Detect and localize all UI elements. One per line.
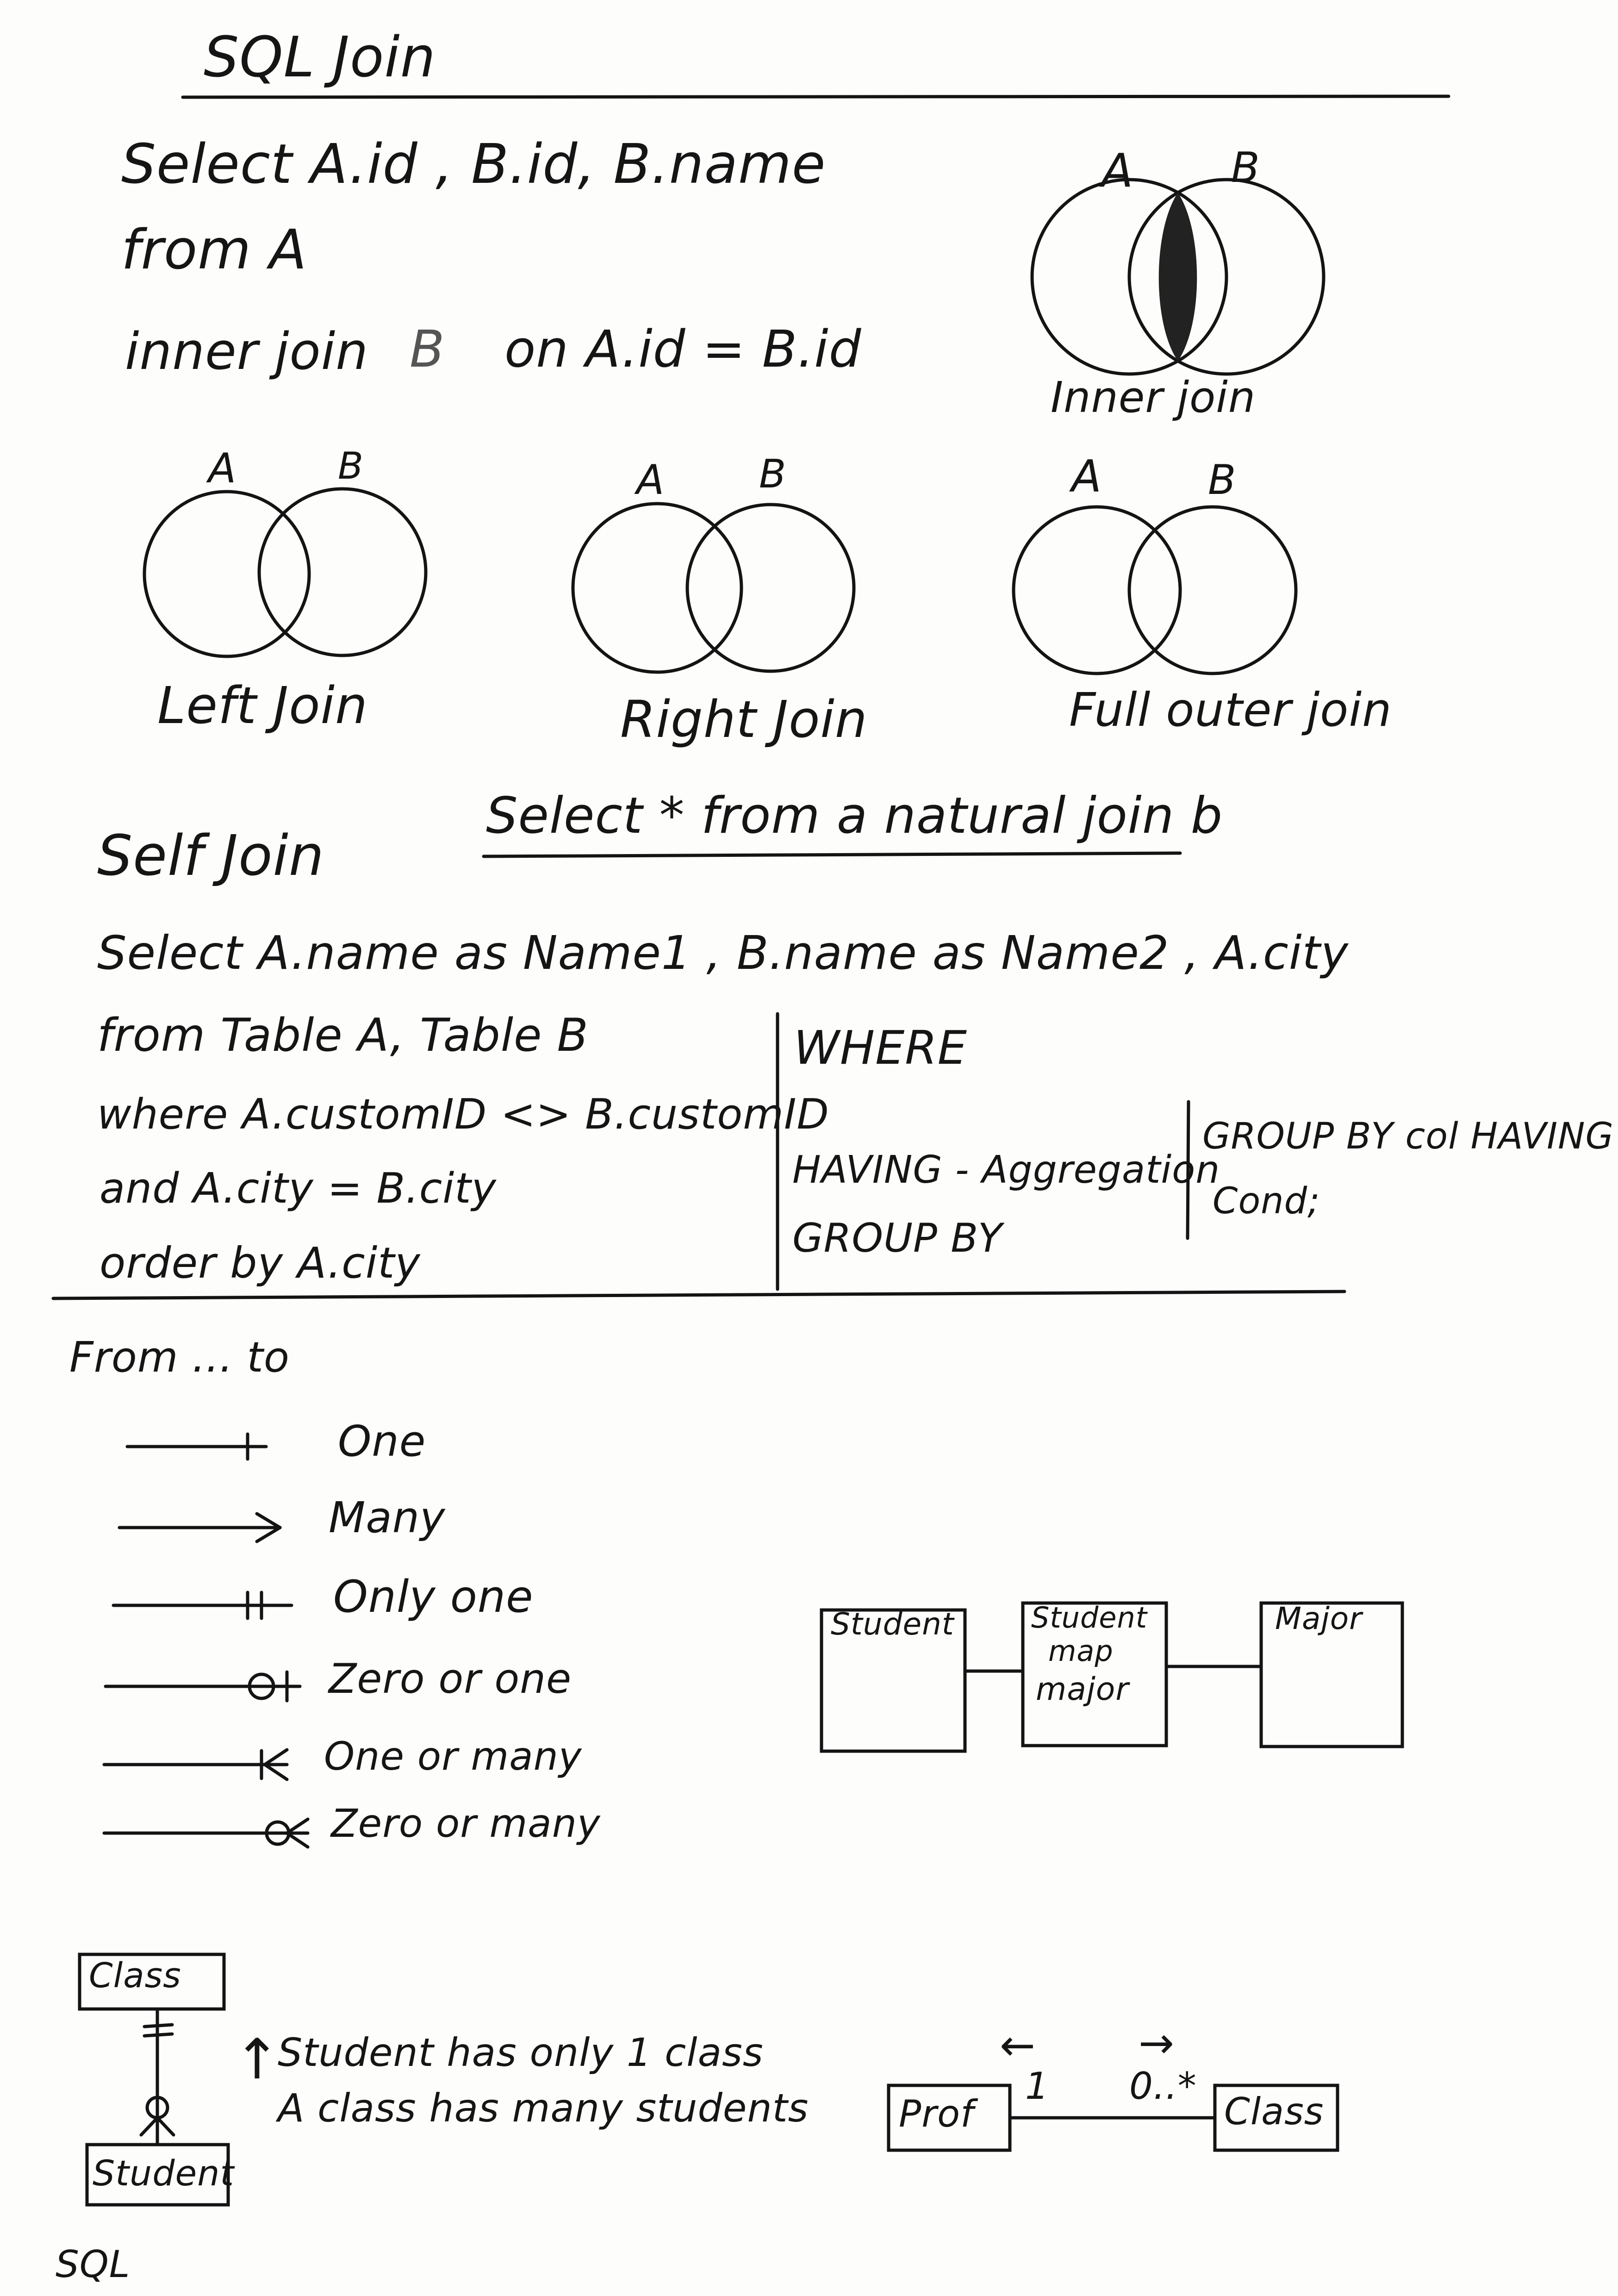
inner-query-line-3b: B bbox=[410, 319, 445, 379]
page-title: SQL Join bbox=[204, 25, 436, 90]
self-join-line-4: and A.city = B.city bbox=[100, 1164, 497, 1213]
inner-query-line-3a: inner join bbox=[125, 322, 369, 381]
venn-full-label: Full outer join bbox=[1069, 683, 1392, 737]
notation-one-or-many: One or many bbox=[324, 1734, 582, 1779]
notation-zero-or-many: Zero or many bbox=[331, 1801, 601, 1846]
cond-label: Cond; bbox=[1213, 1180, 1320, 1222]
inner-overlap-fill bbox=[1158, 193, 1197, 361]
inner-query-line-1: Select A.id , B.id, B.name bbox=[121, 132, 826, 196]
self-join-line-1: Select A.name as Name1 , B.name as Name2… bbox=[97, 926, 1349, 980]
mapping-boxes bbox=[820, 1601, 1404, 1753]
page-footer: SQL bbox=[56, 2243, 131, 2286]
natural-join-query: Select * from a natural join b bbox=[486, 787, 1223, 845]
multiplicity-zero-many: 0..* bbox=[1129, 2065, 1197, 2108]
notation-one: One bbox=[338, 1416, 426, 1466]
class-box-label-2: Class bbox=[1224, 2090, 1324, 2133]
natural-join-underline bbox=[482, 851, 1182, 858]
venn-left-label: Left Join bbox=[157, 676, 368, 735]
map-box-label-2: map bbox=[1048, 1634, 1114, 1668]
venn-inner-a: A bbox=[1101, 144, 1134, 198]
map-box-label-3: major bbox=[1036, 1671, 1129, 1708]
class-note-2: A class has many students bbox=[278, 2085, 809, 2131]
self-join-line-2: from Table A, Table B bbox=[97, 1009, 589, 1062]
class-student-diagram bbox=[78, 1953, 230, 2207]
venn-full-a: A bbox=[1071, 451, 1102, 502]
title-underline bbox=[181, 94, 1450, 99]
notation-many: Many bbox=[329, 1493, 446, 1542]
major-box-label: Major bbox=[1275, 1601, 1363, 1636]
venn-right-b: B bbox=[759, 451, 787, 497]
notation-symbols bbox=[102, 1432, 310, 1849]
venn-right-label: Right Join bbox=[620, 690, 868, 749]
self-join-bottom-rule bbox=[51, 1290, 1346, 1300]
self-join-heading: Self Join bbox=[97, 824, 324, 888]
notation-zero-or-one: Zero or one bbox=[329, 1655, 572, 1703]
venn-inner bbox=[1030, 178, 1326, 376]
left-arrow-icon: ← bbox=[1000, 2021, 1036, 2070]
venn-left bbox=[143, 487, 428, 658]
having-divider bbox=[1186, 1100, 1190, 1240]
prof-class-diagram bbox=[887, 2084, 1339, 2152]
student-box-label-2: Student bbox=[93, 2152, 235, 2194]
right-arrow-icon: → bbox=[1139, 2018, 1175, 2068]
student-box-label: Student bbox=[831, 1606, 954, 1642]
inner-query-line-2: from A bbox=[121, 218, 307, 281]
venn-right bbox=[571, 502, 856, 674]
group-by-having-label: GROUP BY col HAVING bbox=[1202, 1116, 1614, 1157]
venn-inner-label: Inner join bbox=[1051, 373, 1256, 422]
where-label: WHERE bbox=[794, 1021, 967, 1075]
map-box-label-1: Student bbox=[1031, 1601, 1148, 1635]
multiplicity-one: 1 bbox=[1025, 2065, 1049, 2108]
class-note-1: Student has only 1 class bbox=[278, 2030, 764, 2075]
class-box-label: Class bbox=[89, 1956, 181, 1996]
venn-right-a: A bbox=[636, 456, 665, 504]
venn-full bbox=[1012, 505, 1298, 675]
self-join-line-5: order by A.city bbox=[100, 1238, 421, 1288]
venn-left-b: B bbox=[338, 444, 364, 487]
venn-full-b: B bbox=[1208, 456, 1237, 504]
notation-heading: From ... to bbox=[69, 1333, 290, 1382]
group-by-label: GROUP BY bbox=[792, 1215, 1003, 1261]
notation-only-one: Only one bbox=[333, 1572, 534, 1622]
venn-inner-b: B bbox=[1231, 144, 1260, 192]
having-label: HAVING - Aggregation bbox=[792, 1148, 1220, 1192]
self-join-line-3: where A.customID <> B.customID bbox=[97, 1090, 829, 1139]
inner-query-line-3c: on A.id = B.id bbox=[504, 319, 862, 379]
up-arrow-icon: ↑ bbox=[234, 2028, 281, 2092]
venn-left-a: A bbox=[208, 444, 237, 492]
prof-box-label: Prof bbox=[899, 2092, 974, 2135]
